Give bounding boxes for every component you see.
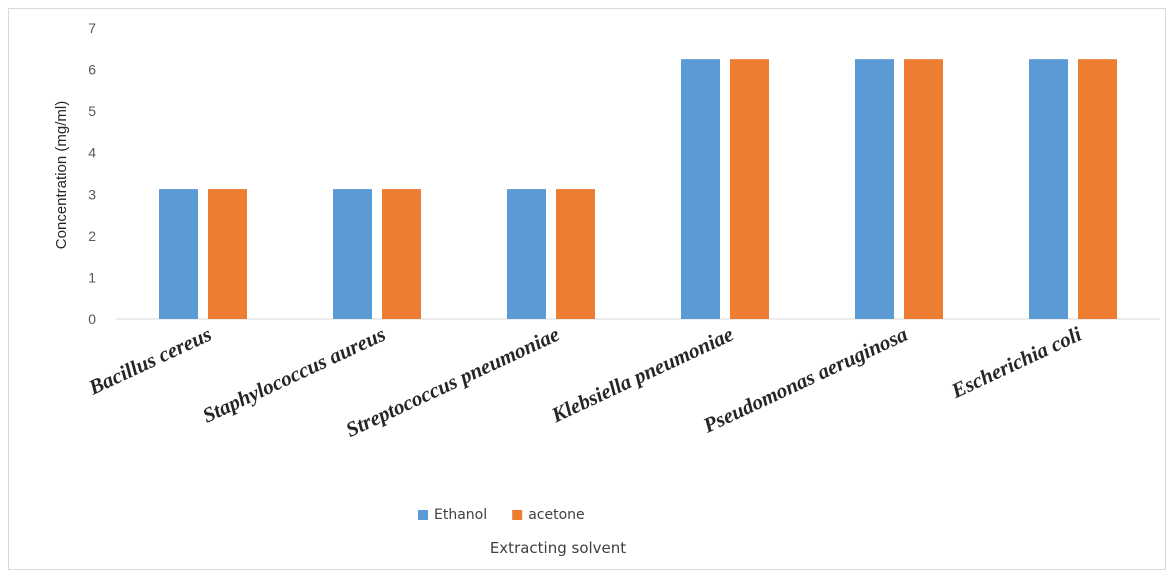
bar-ethanol-0 xyxy=(159,189,198,319)
legend-swatch-acetone xyxy=(512,510,523,520)
x-axis-title: Extracting solvent xyxy=(490,539,626,557)
y-axis-ticks: 0 1 2 3 4 5 6 7 xyxy=(88,20,96,327)
y-axis-label: Concentration (mg/ml) xyxy=(53,101,70,249)
y-tick-label: 4 xyxy=(88,145,96,161)
bar-acetone-4 xyxy=(904,59,943,320)
y-tick-label: 2 xyxy=(88,228,96,244)
y-tick-label: 5 xyxy=(88,103,96,119)
y-tick-label: 3 xyxy=(88,186,96,202)
bar-acetone-5 xyxy=(1078,59,1117,320)
category-label: Escherichia coli xyxy=(947,322,1086,404)
bar-acetone-0 xyxy=(208,189,247,319)
category-label: Bacillus cereus xyxy=(84,322,215,400)
y-tick-label: 6 xyxy=(88,62,96,78)
bar-acetone-2 xyxy=(556,189,595,319)
legend: Ethanol acetone xyxy=(418,507,585,523)
y-tick-label: 1 xyxy=(88,269,96,285)
bar-acetone-3 xyxy=(730,59,769,320)
bar-ethanol-3 xyxy=(681,59,720,320)
legend-label-ethanol: Ethanol xyxy=(434,507,487,523)
bar-ethanol-4 xyxy=(855,59,894,320)
bar-acetone-1 xyxy=(382,189,421,319)
bars xyxy=(159,59,1117,320)
legend-swatch-ethanol xyxy=(418,510,428,520)
bar-ethanol-5 xyxy=(1029,59,1068,320)
y-tick-label: 0 xyxy=(88,311,96,327)
bar-ethanol-1 xyxy=(333,189,372,319)
bar-ethanol-2 xyxy=(507,189,546,319)
legend-label-acetone: acetone xyxy=(528,507,584,523)
y-tick-label: 7 xyxy=(88,20,96,36)
